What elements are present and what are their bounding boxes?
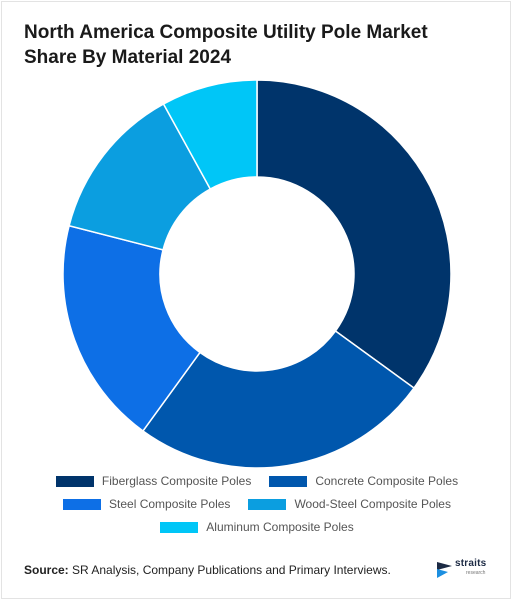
chart-title: North America Composite Utility Pole Mar… [24,22,428,68]
legend-item: Wood-Steel Composite Poles [248,497,451,511]
source-label: Source: [24,563,69,577]
legend-item: Concrete Composite Poles [269,474,458,488]
legend-label: Concrete Composite Poles [315,474,459,488]
legend-swatch [55,475,94,487]
logo-mark-icon [437,562,452,578]
logo-wordmark: straits [455,558,487,569]
legend-label: Wood-Steel Composite Poles [294,497,451,511]
legend-item: Fiberglass Composite Poles [55,474,252,488]
legend-swatch [248,498,287,510]
legend-label: Steel Composite Poles [109,497,231,511]
donut-slice-fiberglass-composite-poles [256,79,452,390]
donut-slice-steel-composite-poles [62,224,202,432]
donut-slice-concrete-composite-poles [141,329,415,469]
legend-swatch [63,498,102,510]
legend-item: Steel Composite Poles [63,497,230,511]
donut-slice-aluminum-composite-poles [162,79,258,191]
logo-tagline: research [466,570,486,576]
legend-label: Aluminum Composite Poles [206,520,354,534]
legend-item: Aluminum Composite Poles [160,520,354,534]
legend-label: Fiberglass Composite Poles [101,474,252,488]
chart-legend: Fiberglass Composite Poles Concrete Compo… [20,474,494,534]
legend-swatch [160,521,199,533]
legend-swatch [269,475,308,487]
straits-logo: straits research [436,556,496,580]
source-text: SR Analysis, Company Publications and Pr… [68,563,391,577]
source-note: Source: SR Analysis, Company Publication… [24,563,391,577]
